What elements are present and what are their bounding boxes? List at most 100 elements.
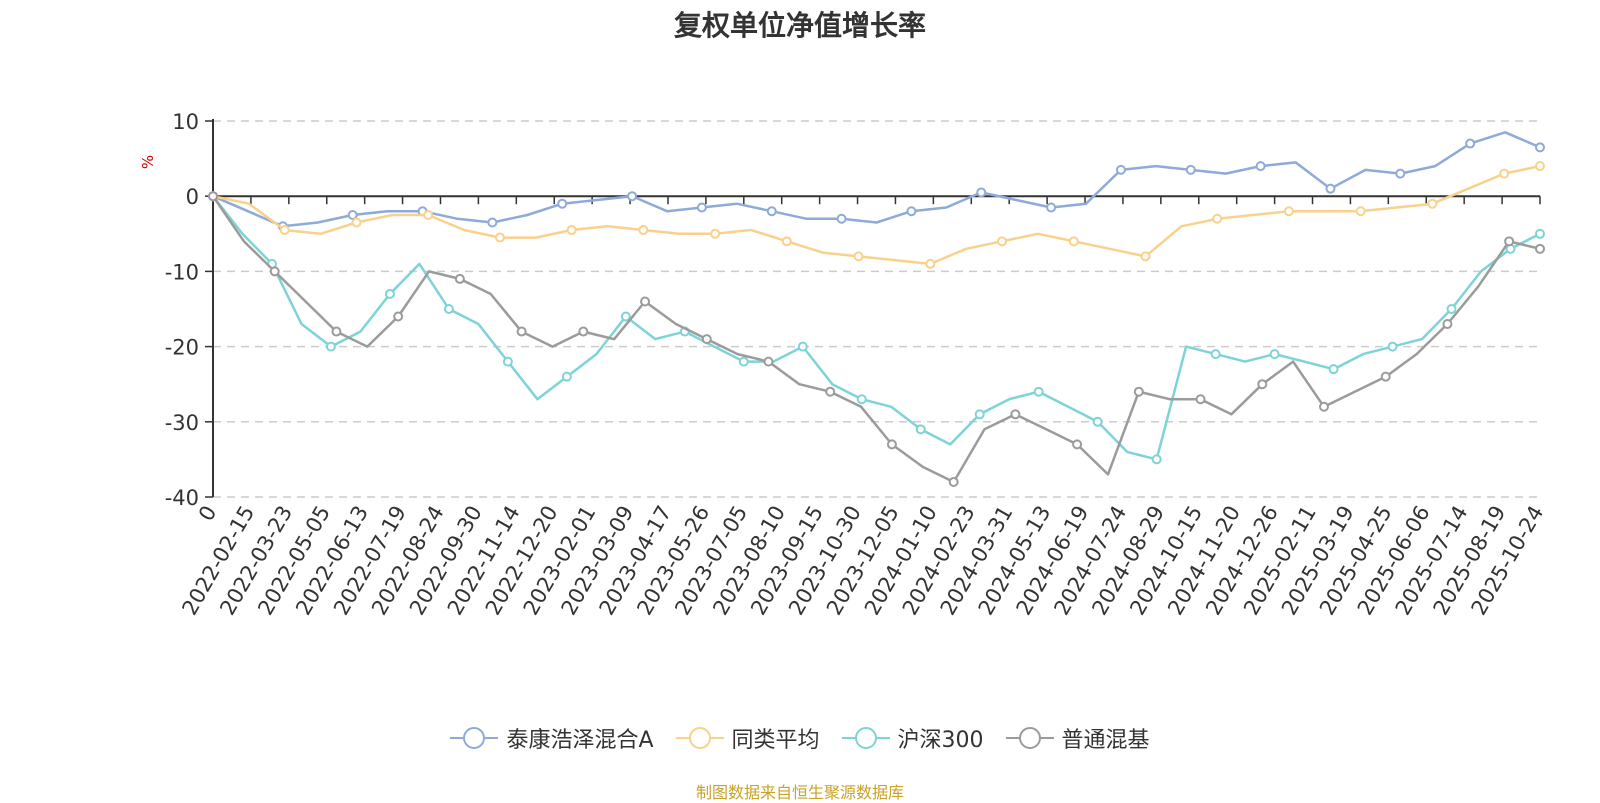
data-point [1328, 364, 1339, 375]
data-point [925, 258, 936, 269]
data-point [1395, 168, 1406, 179]
series-3 [208, 191, 1545, 487]
data-point [1535, 243, 1545, 254]
data-point [443, 304, 454, 314]
data-point [797, 341, 808, 352]
data-point [578, 326, 589, 337]
data-point [1010, 409, 1021, 420]
data-point [279, 225, 290, 236]
data-point [1465, 138, 1476, 149]
data-point [997, 236, 1008, 247]
data-point [696, 202, 707, 213]
y-tick-label: -30 [165, 411, 199, 435]
legend-item[interactable]: 同类平均 [675, 722, 820, 754]
data-point [1115, 164, 1126, 175]
data-point [825, 386, 836, 397]
data-point [1257, 379, 1268, 390]
series-lines [208, 131, 1545, 487]
data-point [906, 206, 917, 217]
data-point [627, 191, 638, 202]
data-point [1133, 386, 1144, 397]
data-source: 制图数据来自恒生聚源数据库 [695, 783, 904, 802]
y-axis: 10 0 -10 -20 -30 -40 [165, 110, 214, 510]
data-point [487, 217, 498, 228]
data-point [620, 311, 631, 322]
legend-label: 沪深300 [897, 728, 984, 753]
legend-item[interactable]: 泰康浩泽混合A [450, 722, 654, 754]
data-point [1210, 349, 1221, 360]
series-line [212, 131, 1541, 228]
y-tick-label: -40 [165, 486, 199, 510]
data-point [976, 187, 987, 198]
data-point [1380, 371, 1391, 382]
data-point [454, 273, 465, 284]
data-point [269, 266, 280, 277]
series-line [211, 195, 1541, 484]
data-point [1212, 213, 1223, 224]
data-point [208, 191, 218, 202]
data-point [566, 225, 577, 236]
data-point [1151, 454, 1162, 465]
data-point [1092, 416, 1103, 427]
series-line [212, 195, 1541, 461]
legend-swatch-icon [841, 727, 890, 749]
data-point [915, 424, 926, 435]
data-point [1387, 341, 1398, 352]
legend-swatch-icon [675, 727, 724, 749]
data-point [738, 356, 749, 367]
data-point [1195, 394, 1206, 405]
data-point [1068, 236, 1079, 247]
y-tick-label: -20 [165, 336, 199, 360]
data-point [351, 217, 362, 228]
data-point [1499, 168, 1510, 179]
data-point [781, 236, 792, 247]
data-point [886, 439, 897, 450]
legend-item[interactable]: 普通混基 [1005, 722, 1150, 754]
data-point [1140, 251, 1151, 262]
data-point [1072, 439, 1083, 450]
data-point [856, 394, 867, 405]
data-point [1325, 183, 1336, 194]
data-point [948, 476, 959, 487]
data-point [1442, 319, 1453, 330]
y-tick-label: -10 [165, 260, 199, 284]
data-point [1269, 349, 1280, 360]
data-point [701, 334, 712, 345]
data-point [502, 356, 513, 367]
data-point [853, 251, 864, 262]
data-point [516, 326, 527, 337]
data-point [393, 311, 404, 322]
legend-label: 同类平均 [731, 728, 820, 753]
data-point [1535, 142, 1545, 153]
data-point [974, 409, 985, 420]
data-point [494, 232, 505, 243]
data-point [638, 225, 649, 236]
x-tick-label: 0 [194, 502, 221, 526]
chart-title: 复权单位净值增长率 [673, 9, 926, 42]
data-point [384, 288, 395, 299]
series-1 [208, 161, 1545, 269]
legend: 泰康浩泽混合A 同类平均 沪深300 普通混基 [0, 722, 1600, 754]
data-point [557, 198, 568, 209]
y-axis-label: % [139, 155, 157, 169]
y-tick-label: 10 [172, 110, 199, 134]
series-2 [208, 191, 1545, 465]
legend-swatch-icon [1005, 727, 1054, 749]
data-point [1535, 228, 1545, 239]
data-point [1355, 206, 1366, 217]
data-point [710, 228, 721, 239]
series-line [212, 164, 1541, 266]
line-chart: 100-10-20-30-40 02022-02-152022-03-23202… [139, 110, 1548, 619]
grid-lines [213, 120, 1540, 498]
data-point [347, 210, 358, 220]
data-point [836, 213, 847, 224]
data-point [1283, 206, 1294, 217]
data-point [1046, 202, 1057, 213]
legend-item[interactable]: 沪深300 [841, 722, 984, 754]
legend-label: 普通混基 [1061, 728, 1150, 753]
data-point [1185, 164, 1196, 175]
data-point [1446, 304, 1457, 314]
data-point [1318, 401, 1329, 412]
y-tick-label: 0 [186, 185, 199, 209]
data-point [766, 206, 777, 217]
